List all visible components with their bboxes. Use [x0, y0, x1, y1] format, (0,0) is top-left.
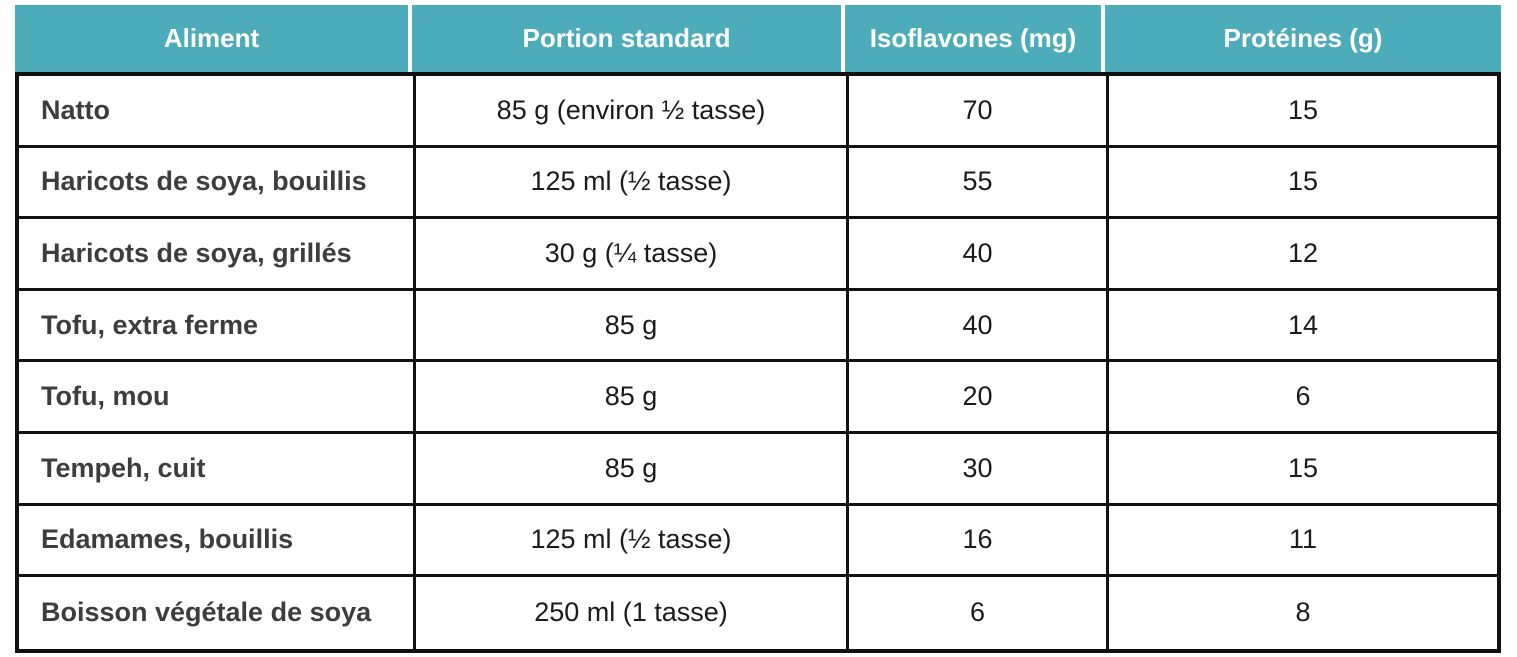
table-body: Natto 85 g (environ ½ tasse) 70 15 Haric…: [15, 72, 1501, 653]
cell-isoflavones: 30: [849, 433, 1109, 503]
table-row: Tofu, mou 85 g 20 6: [19, 362, 1497, 434]
cell-portion: 125 ml (½ tasse): [416, 147, 849, 217]
column-header-isoflavones: Isoflavones (mg): [845, 5, 1105, 72]
table-row: Tempeh, cuit 85 g 30 15: [19, 433, 1497, 506]
cell-isoflavones: 40: [849, 290, 1109, 360]
cell-aliment: Tempeh, cuit: [19, 433, 416, 503]
cell-isoflavones: 20: [849, 362, 1109, 431]
table-row: Haricots de soya, grillés 30 g (¼ tasse)…: [19, 219, 1497, 291]
cell-isoflavones: 40: [849, 219, 1109, 288]
cell-portion: 85 g (environ ½ tasse): [416, 76, 849, 145]
cell-aliment: Tofu, mou: [19, 362, 416, 431]
cell-proteines: 15: [1287, 166, 1319, 197]
cell-portion: 85 g: [416, 362, 849, 431]
cell-isoflavones: 70: [849, 76, 1109, 145]
cell-isoflavones: 55: [849, 147, 1109, 217]
table-header-row: Aliment Portion standard Isoflavones (mg…: [15, 5, 1501, 72]
cell-proteines: 15: [1287, 452, 1319, 483]
cell-proteines: 8: [1295, 597, 1311, 628]
cell-portion: 125 ml (½ tasse): [416, 505, 849, 575]
cell-portion: 85 g: [416, 433, 849, 503]
cell-aliment: Haricots de soya, grillés: [19, 219, 416, 288]
column-header-proteines: Protéines (g): [1105, 5, 1501, 72]
nutrition-table: Aliment Portion standard Isoflavones (mg…: [15, 5, 1501, 653]
cell-aliment: Haricots de soya, bouillis: [19, 147, 416, 217]
table-row: Tofu, extra ferme 85 g 40 14: [19, 290, 1497, 363]
cell-isoflavones: 6: [849, 577, 1109, 649]
table-row: Natto 85 g (environ ½ tasse) 70 15: [19, 76, 1497, 148]
cell-aliment: Tofu, extra ferme: [19, 290, 416, 360]
table-row: Edamames, bouillis 125 ml (½ tasse) 16 1…: [19, 505, 1497, 578]
cell-portion: 85 g: [416, 290, 849, 360]
cell-aliment: Edamames, bouillis: [19, 505, 416, 575]
column-header-aliment: Aliment: [15, 5, 412, 72]
cell-proteines: 15: [1287, 94, 1319, 125]
cell-proteines: 11: [1288, 524, 1318, 555]
cell-proteines: 12: [1287, 237, 1319, 268]
table-row: Boisson végétale de soya 250 ml (1 tasse…: [19, 577, 1497, 649]
cell-aliment: Boisson végétale de soya: [19, 577, 416, 649]
cell-proteines: 6: [1295, 381, 1311, 412]
column-header-portion: Portion standard: [412, 5, 845, 72]
cell-portion: 30 g (¼ tasse): [416, 219, 849, 288]
cell-isoflavones: 16: [849, 505, 1109, 575]
cell-portion: 250 ml (1 tasse): [416, 577, 849, 649]
cell-aliment: Natto: [19, 76, 416, 145]
cell-proteines: 14: [1287, 309, 1319, 340]
table-row: Haricots de soya, bouillis 125 ml (½ tas…: [19, 147, 1497, 220]
